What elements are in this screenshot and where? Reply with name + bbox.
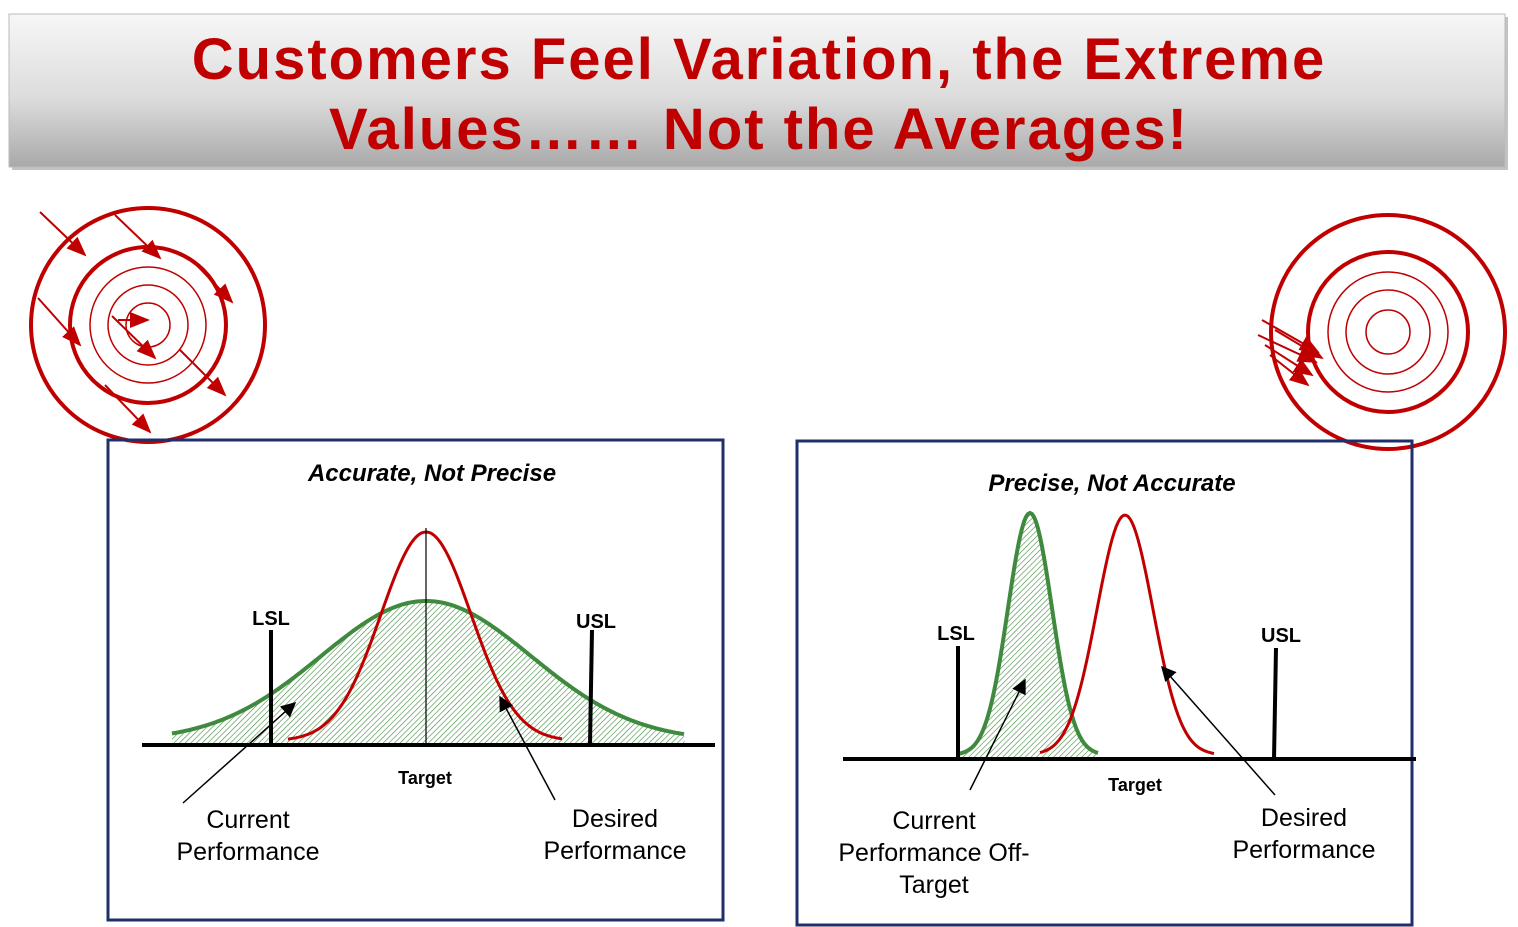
current-distribution xyxy=(957,510,1099,756)
targets xyxy=(29,206,1507,451)
arrow xyxy=(114,214,162,260)
desired-label: Performance xyxy=(1232,836,1375,864)
lsl-label: LSL xyxy=(937,623,975,645)
usl-line xyxy=(588,629,594,746)
desired-distribution xyxy=(287,530,563,741)
panel-frame xyxy=(106,438,725,922)
title-line: Values…… Not the Averages! xyxy=(329,97,1189,162)
current-label: Current xyxy=(892,807,975,835)
arrow xyxy=(179,349,227,397)
current-label: Target xyxy=(899,871,969,899)
arrow xyxy=(104,384,152,434)
arrow xyxy=(1269,354,1310,387)
arrow xyxy=(1274,329,1324,360)
panel-frame xyxy=(795,439,1414,927)
target-label: Target xyxy=(1108,775,1162,795)
callout-arrow xyxy=(1161,665,1276,796)
usl-line xyxy=(1272,647,1278,760)
panel-title: Precise, Not Accurate xyxy=(988,470,1235,497)
desired-label: Desired xyxy=(572,805,658,833)
desired-label: Desired xyxy=(1261,804,1347,832)
current-label: Performance Off- xyxy=(838,839,1029,867)
target-label: Target xyxy=(398,768,452,788)
desired-distribution xyxy=(1039,513,1215,755)
title-banner xyxy=(8,13,1506,168)
usl-label: USL xyxy=(576,611,616,633)
current-label: Current xyxy=(206,806,289,834)
desired-label: Performance xyxy=(543,837,686,865)
callout-arrow xyxy=(499,695,556,801)
current-distribution xyxy=(171,599,685,737)
callout-arrow xyxy=(182,702,297,804)
panel-title: Accurate, Not Precise xyxy=(307,460,556,487)
title-line: Customers Feel Variation, the Extreme xyxy=(192,27,1326,92)
callout-arrow xyxy=(969,678,1026,791)
current-distribution-fill xyxy=(958,513,1098,759)
current-distribution-fill xyxy=(172,601,685,745)
usl-label: USL xyxy=(1261,625,1301,647)
current-label: Performance xyxy=(176,838,319,866)
arrow xyxy=(37,297,82,347)
lsl-label: LSL xyxy=(252,608,290,630)
arrow xyxy=(189,257,234,304)
arrow xyxy=(111,315,157,360)
arrow xyxy=(39,211,87,257)
